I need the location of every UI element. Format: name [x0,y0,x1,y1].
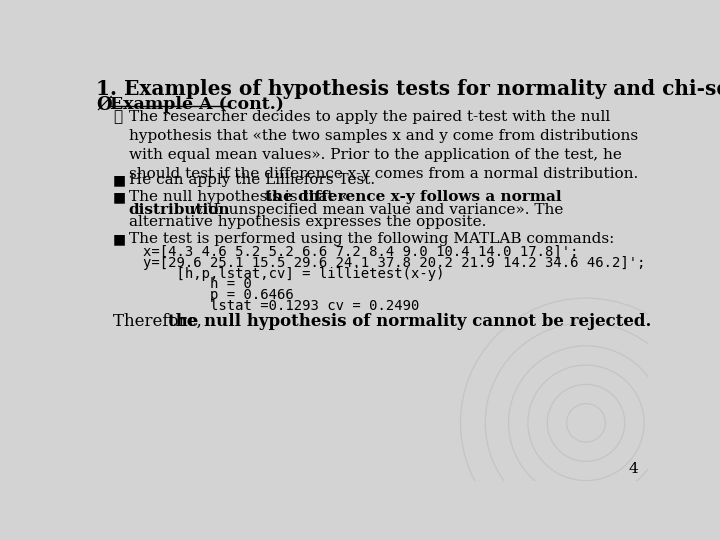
Text: ❖: ❖ [113,110,122,124]
Text: [h,p,lstat,cv] = lillietest(x-y): [h,p,lstat,cv] = lillietest(x-y) [143,267,444,281]
Text: the null hypothesis of normality cannot be rejected.: the null hypothesis of normality cannot … [168,313,651,330]
Text: Therefore,: Therefore, [113,313,207,330]
Text: x=[4.3 4.6 5.2 5.2 6.6 7.2 8.4 9.0 10.4 14.0 17.8]';: x=[4.3 4.6 5.2 5.2 6.6 7.2 8.4 9.0 10.4 … [143,245,578,259]
Text: with unspecified mean value and variance». The: with unspecified mean value and variance… [185,202,563,217]
Text: h = 0: h = 0 [143,278,251,291]
Text: Example A (cont.): Example A (cont.) [110,96,284,113]
Text: He can apply the Lilliefors Test.: He can apply the Lilliefors Test. [129,173,375,187]
Text: 1. Examples of hypothesis tests for normality and chi-square: 1. Examples of hypothesis tests for norm… [96,79,720,99]
Text: Ø: Ø [96,96,112,113]
Text: The researcher decides to apply the paired t-test with the null
hypothesis that : The researcher decides to apply the pair… [129,110,638,181]
Text: ■: ■ [113,232,127,246]
Text: the difference x-y follows a normal: the difference x-y follows a normal [265,190,562,204]
Text: p = 0.6466: p = 0.6466 [143,288,294,302]
Text: lstat =0.1293 cv = 0.2490: lstat =0.1293 cv = 0.2490 [143,299,419,313]
Text: y=[29.6 25.1 15.5 29.6 24.1 37.8 20.2 21.9 14.2 34.6 46.2]';: y=[29.6 25.1 15.5 29.6 24.1 37.8 20.2 21… [143,256,645,270]
Text: The test is performed using the following MATLAB commands:: The test is performed using the followin… [129,232,614,246]
Text: ■: ■ [113,190,127,204]
Text: alternative hypothesis expresses the opposite.: alternative hypothesis expresses the opp… [129,215,486,229]
Text: 4: 4 [629,462,639,476]
Text: ■: ■ [113,173,127,187]
Text: The null hypothesis is that «: The null hypothesis is that « [129,190,347,204]
Text: distribution: distribution [129,202,230,217]
